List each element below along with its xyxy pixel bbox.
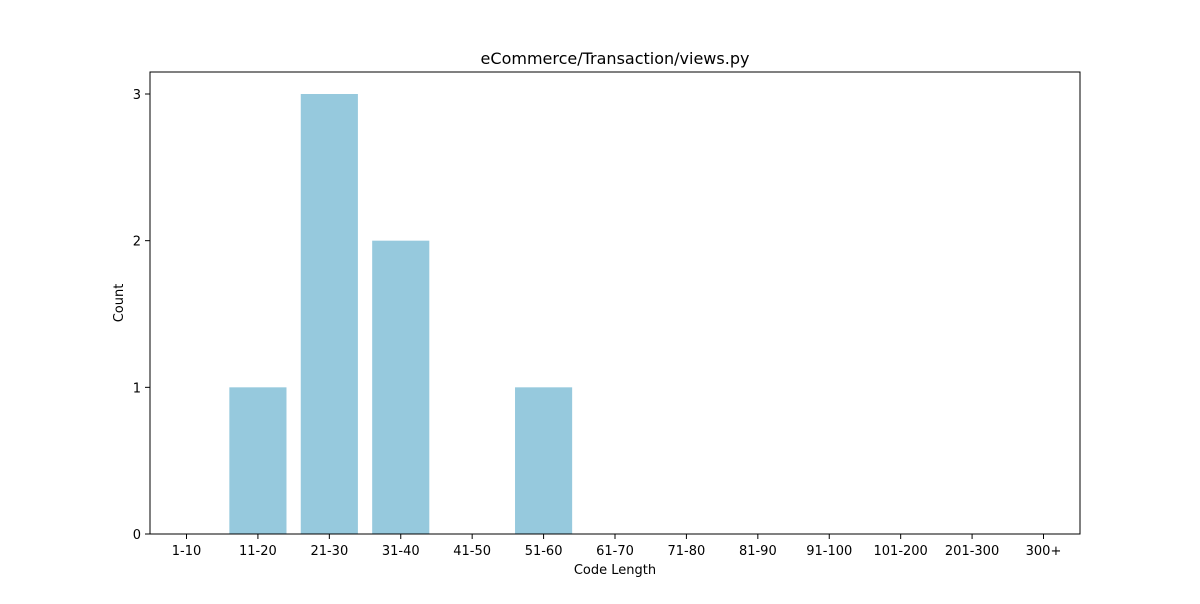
y-tick-label: 3 bbox=[133, 88, 141, 103]
chart-title: eCommerce/Transaction/views.py bbox=[481, 49, 750, 68]
bars-group bbox=[229, 94, 573, 535]
y-tick-label: 1 bbox=[133, 381, 141, 396]
bar-51-60 bbox=[515, 387, 573, 534]
x-tick-label: 31-40 bbox=[382, 544, 420, 559]
x-tick-label: 101-200 bbox=[874, 544, 928, 559]
x-tick-label: 51-60 bbox=[525, 544, 563, 559]
y-axis: 0 1 2 3 bbox=[133, 88, 150, 543]
y-axis-label: Count bbox=[112, 284, 127, 323]
x-axis: 1-10 11-20 21-30 31-40 41-50 51-60 61-70 71-80 8… bbox=[172, 534, 1062, 559]
x-tick-label: 71-80 bbox=[668, 544, 706, 559]
bar-11-20 bbox=[229, 387, 287, 534]
bar-31-40 bbox=[372, 240, 430, 535]
y-tick-label: 2 bbox=[133, 235, 141, 250]
x-tick-label: 1-10 bbox=[172, 544, 202, 559]
x-axis-label: Code Length bbox=[574, 563, 656, 578]
x-tick-label: 91-100 bbox=[806, 544, 852, 559]
y-tick-label: 0 bbox=[133, 528, 141, 543]
x-tick-label: 81-90 bbox=[739, 544, 777, 559]
bar-21-30 bbox=[300, 94, 358, 534]
x-tick-label: 11-20 bbox=[239, 544, 277, 559]
plot-frame bbox=[149, 71, 1081, 535]
x-tick-label: 41-50 bbox=[453, 544, 491, 559]
x-tick-label: 300+ bbox=[1026, 544, 1062, 559]
x-tick-label: 21-30 bbox=[310, 544, 348, 559]
x-tick-label: 61-70 bbox=[596, 544, 634, 559]
x-tick-label: 201-300 bbox=[945, 544, 999, 559]
